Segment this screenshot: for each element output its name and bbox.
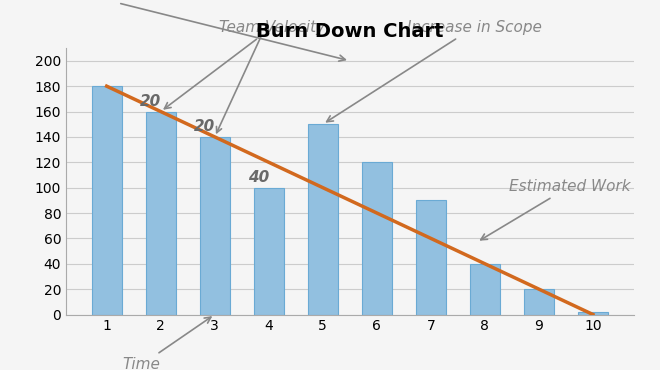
Bar [254,188,284,314]
Title: Burn Down Chart: Burn Down Chart [256,22,444,41]
Bar [416,200,446,314]
Text: Time: Time [123,317,211,370]
Bar [578,312,608,314]
Text: Increase in Scope: Increase in Scope [327,20,541,122]
Bar [92,86,121,314]
Text: 40: 40 [248,170,269,185]
Bar [470,264,500,314]
Text: Team Velocity: Team Velocity [164,20,325,109]
Bar [146,111,176,314]
Bar [362,162,391,314]
Bar [524,289,554,314]
Legend: Actual Remaining Points, Estimated Remaining Points: Actual Remaining Points, Estimated Remai… [117,365,548,370]
Text: Estimated Work: Estimated Work [480,179,630,240]
Bar [200,137,230,314]
Text: 20: 20 [194,120,215,134]
Bar [308,124,338,314]
Text: TotalEffort: TotalEffort [38,0,345,61]
Text: 20: 20 [140,94,162,109]
